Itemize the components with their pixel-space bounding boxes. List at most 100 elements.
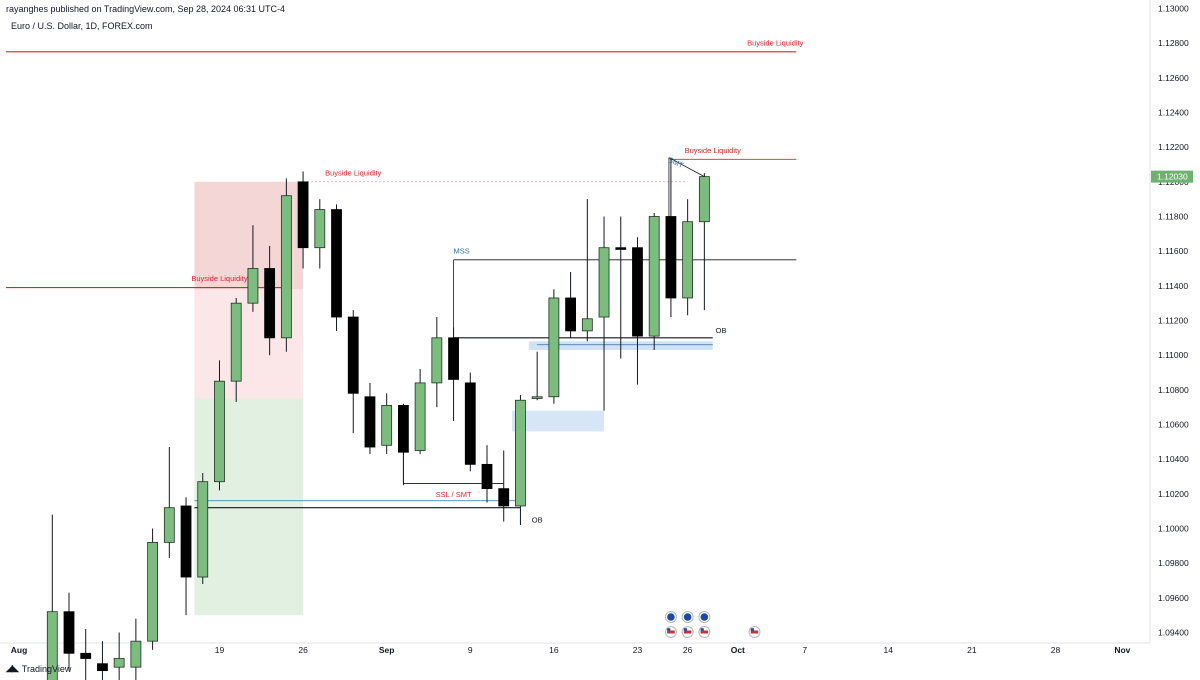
candle-up — [648, 216, 660, 337]
us-flag-stripe — [700, 630, 709, 634]
candle-down — [464, 382, 476, 465]
us-flag-canton — [667, 628, 671, 631]
label-bsl-top: Buyside Liquidity — [747, 38, 804, 47]
eu-flag-fill — [683, 613, 692, 621]
us-flag-canton — [700, 628, 704, 631]
candle-down — [80, 652, 92, 659]
y-tick-label: 1.10400 — [1158, 454, 1189, 464]
y-tick-label: 1.10600 — [1158, 420, 1189, 430]
candle-up — [113, 658, 125, 668]
candle-down — [180, 505, 192, 578]
candle-up — [163, 507, 175, 543]
y-tick-label: 1.11200 — [1158, 316, 1188, 326]
x-tick-label: 26 — [298, 645, 308, 655]
candle-down — [297, 181, 309, 249]
candle-down — [665, 216, 677, 299]
x-tick-label: 28 — [1051, 645, 1061, 655]
x-tick-label: Sep — [379, 645, 395, 655]
candle-up — [414, 382, 426, 451]
label-ob-lower: OB — [532, 516, 543, 525]
x-tick-label: 9 — [468, 645, 473, 655]
candle-up — [682, 221, 694, 299]
y-tick-label: 1.13000 — [1158, 4, 1189, 14]
candle-down — [63, 611, 75, 654]
y-tick-label: 1.09400 — [1158, 628, 1189, 638]
label-mss: MSS — [454, 246, 470, 255]
y-tick-label: 1.11800 — [1158, 212, 1188, 222]
candle-down — [331, 209, 342, 318]
y-tick-label: 1.12800 — [1158, 38, 1189, 48]
label-smt: SMT — [667, 155, 686, 170]
candle-down — [481, 463, 493, 490]
y-tick-label: 1.12400 — [1158, 108, 1189, 118]
symbol-title: Euro / U.S. Dollar, 1D, FOREX.com — [11, 21, 153, 31]
x-tick-label: 23 — [633, 645, 643, 655]
candle-up — [230, 302, 242, 382]
zone-long-target — [194, 398, 304, 616]
label-bsl-mid: Buyside Liquidity — [191, 274, 248, 283]
candle-down — [615, 247, 627, 250]
x-tick-label: 7 — [802, 645, 807, 655]
candle-up — [197, 481, 209, 578]
x-tick-label: 21 — [967, 645, 977, 655]
candle-up — [598, 247, 610, 318]
y-tick-label: 1.10800 — [1158, 385, 1189, 395]
smt-line — [668, 157, 705, 177]
x-tick-label: Aug — [11, 645, 28, 655]
candle-down — [448, 337, 459, 380]
x-tick-label: Nov — [1114, 645, 1130, 655]
candle-up — [381, 405, 393, 446]
candle-up — [280, 195, 292, 339]
candle-up — [147, 541, 159, 642]
y-tick-label: 1.11000 — [1158, 350, 1188, 360]
label-bsl-right: Buyside Liquidity — [685, 146, 742, 155]
us-flag-canton — [750, 628, 754, 631]
last-price-label: 1.12030 — [1157, 172, 1188, 182]
candle-up — [515, 399, 526, 507]
candle-down — [97, 663, 108, 672]
candle-up — [314, 209, 326, 249]
y-tick-label: 1.10000 — [1158, 524, 1189, 534]
y-tick-label: 1.12200 — [1158, 142, 1189, 152]
candle-down — [364, 396, 376, 448]
x-tick-label: 26 — [683, 645, 693, 655]
candle-up — [247, 268, 259, 304]
us-flag-stripe — [667, 630, 675, 634]
x-tick-label: Oct — [731, 645, 745, 655]
tradingview-brand[interactable]: ◢◣ TradingView — [6, 663, 71, 674]
eu-flag-fill — [667, 613, 675, 621]
y-tick-label: 1.09600 — [1158, 593, 1189, 603]
us-flag-stripe — [750, 630, 759, 634]
us-flag-stripe — [683, 630, 692, 634]
y-tick-label: 1.12600 — [1158, 73, 1189, 83]
y-tick-label: 1.11400 — [1158, 281, 1188, 291]
label-ssl: SSL / SMT — [436, 490, 472, 499]
candle-up — [431, 337, 443, 384]
candle-up — [698, 176, 710, 223]
label-bsl-dotted: Buyside Liquidity — [325, 168, 382, 177]
y-tick-label: 1.10200 — [1158, 489, 1189, 499]
publisher-line: rayanghes published on TradingView.com, … — [6, 4, 286, 14]
y-tick-label: 1.09800 — [1158, 558, 1189, 568]
candle-down — [498, 488, 510, 507]
candle-up — [531, 396, 543, 399]
last-price-badge — [1151, 170, 1193, 183]
x-tick-label: 14 — [884, 645, 894, 655]
us-flag-canton — [683, 628, 688, 631]
label-ob-upper: OB — [716, 326, 727, 335]
brand-label: TradingView — [21, 663, 72, 674]
candle-down — [347, 316, 359, 394]
candle-up — [581, 318, 593, 332]
candle-up — [548, 297, 560, 398]
candle-down — [632, 247, 643, 337]
x-tick-label: 16 — [549, 645, 559, 655]
candle-up — [214, 380, 225, 483]
candle-down — [565, 297, 576, 332]
candle-down — [397, 405, 409, 453]
zone-fvg-mid — [512, 410, 605, 432]
candle-up — [130, 640, 142, 668]
candle-down — [264, 268, 276, 339]
y-tick-label: 1.11600 — [1158, 246, 1188, 256]
